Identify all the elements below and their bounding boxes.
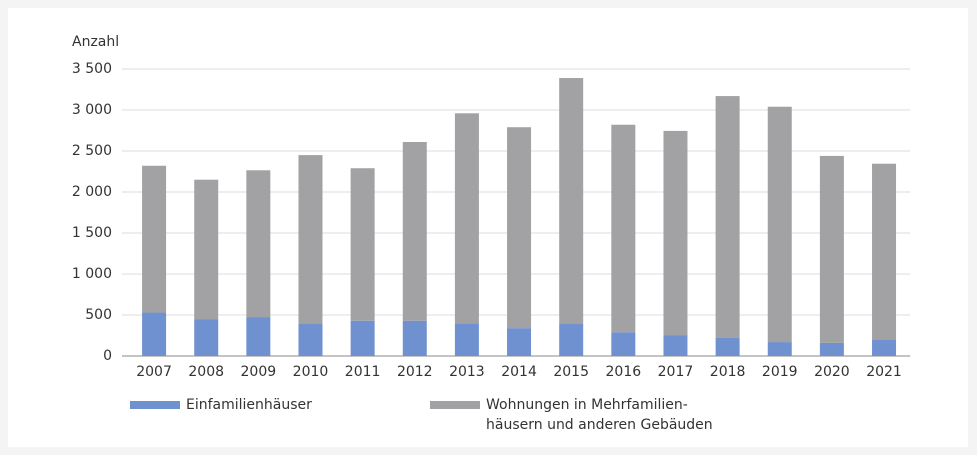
bar-segment (819, 342, 844, 356)
bar-segment (507, 328, 532, 356)
bar-segment (767, 342, 792, 356)
x-tick-label: 2009 (241, 364, 277, 380)
bar-segment (663, 335, 688, 356)
bar-segment (350, 320, 375, 356)
legend-swatch (430, 401, 480, 409)
bar-segment (507, 127, 532, 329)
bar-segment (402, 320, 427, 356)
bar-segment (767, 106, 792, 343)
bar-segment (402, 141, 427, 321)
bar-segment (194, 179, 219, 320)
x-tick-label: 2008 (188, 364, 224, 380)
y-tick-label: 2 500 (72, 143, 112, 159)
bar-segment (715, 96, 740, 338)
bar-segment (872, 163, 897, 341)
y-axis-label: Anzahl (72, 34, 119, 50)
y-tick-label: 3 000 (72, 102, 112, 118)
bar-segment (454, 113, 479, 324)
y-tick-label: 1 000 (72, 266, 112, 282)
legend-label: Wohnungen in Mehrfamilien- häusern und a… (486, 397, 713, 433)
x-tick-label: 2012 (397, 364, 433, 380)
x-tick-label: 2007 (136, 364, 172, 380)
x-tick-label: 2016 (606, 364, 642, 380)
bar-segment (194, 319, 219, 356)
x-tick-label: 2010 (293, 364, 329, 380)
bar-segment (663, 130, 688, 336)
bar-segment (298, 324, 323, 356)
x-tick-label: 2019 (762, 364, 798, 380)
bar-segment (142, 165, 167, 313)
x-tick-label: 2015 (553, 364, 589, 380)
bar-segment (246, 317, 271, 356)
bar-segment (142, 312, 167, 356)
bar-segment (715, 337, 740, 356)
x-tick-label: 2011 (345, 364, 381, 380)
y-tick-label: 0 (103, 348, 112, 364)
bar-segment (350, 168, 375, 321)
x-tick-label: 2018 (710, 364, 746, 380)
y-tick-label: 3 500 (72, 61, 112, 77)
x-tick-label: 2021 (866, 364, 902, 380)
bar-segment (872, 340, 897, 356)
chart-area (8, 8, 968, 447)
bar-segment (611, 124, 636, 333)
bar-segment (298, 155, 323, 325)
legend-label: Einfamilienhäuser (186, 397, 312, 413)
bar-segment (454, 323, 479, 356)
x-tick-label: 2020 (814, 364, 850, 380)
bar-segment (559, 78, 584, 325)
bar-segment (246, 170, 271, 318)
bar-segment (819, 155, 844, 343)
legend-swatch (130, 401, 180, 409)
x-tick-label: 2017 (658, 364, 694, 380)
y-tick-label: 1 500 (72, 225, 112, 241)
x-tick-label: 2013 (449, 364, 485, 380)
bar-segment (611, 332, 636, 356)
bar-segment (559, 324, 584, 356)
x-tick-label: 2014 (501, 364, 537, 380)
y-tick-label: 500 (85, 307, 112, 323)
y-tick-label: 2 000 (72, 184, 112, 200)
